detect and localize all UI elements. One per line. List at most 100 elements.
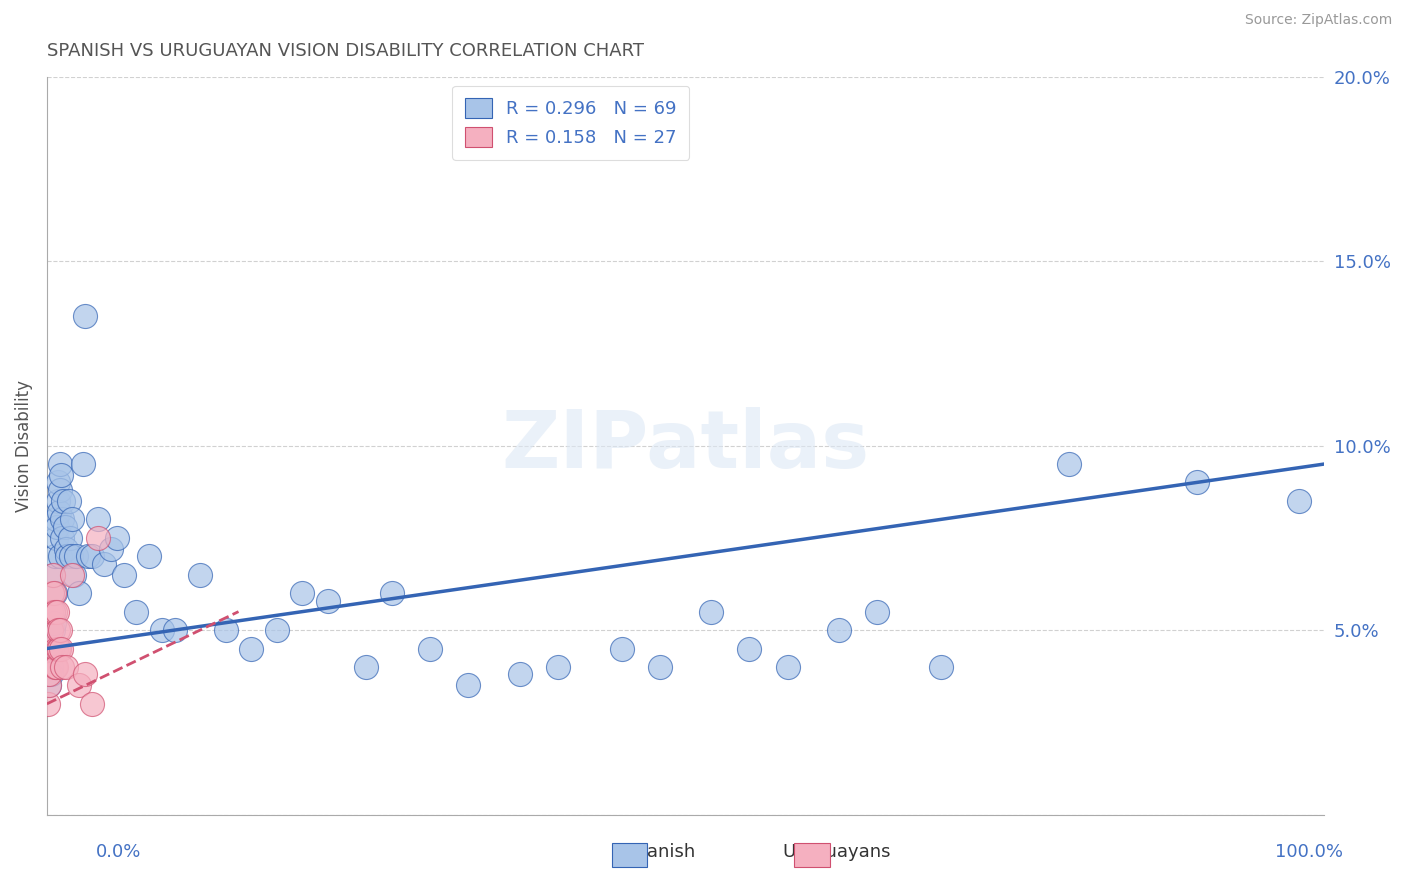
Point — [42, 615, 65, 630]
Point — [53, 520, 76, 534]
Point — [38, 667, 60, 681]
Point — [738, 641, 761, 656]
Point — [44, 605, 66, 619]
Point — [55, 541, 77, 556]
Point — [41, 667, 63, 681]
Point — [354, 660, 377, 674]
Point — [419, 641, 441, 656]
Point — [41, 586, 63, 600]
Point — [58, 494, 80, 508]
Point — [381, 586, 404, 600]
Point — [1057, 457, 1080, 471]
Text: 100.0%: 100.0% — [1275, 843, 1343, 861]
Point — [648, 660, 671, 674]
Point — [93, 557, 115, 571]
Point — [188, 567, 211, 582]
Point — [62, 512, 84, 526]
Point — [125, 605, 148, 619]
Point — [37, 697, 59, 711]
Point — [457, 678, 479, 692]
Text: Source: ZipAtlas.com: Source: ZipAtlas.com — [1244, 13, 1392, 28]
Point — [1185, 475, 1208, 490]
Text: Uruguayans: Uruguayans — [782, 843, 891, 861]
Text: SPANISH VS URUGUAYAN VISION DISABILITY CORRELATION CHART: SPANISH VS URUGUAYAN VISION DISABILITY C… — [46, 42, 644, 60]
Point — [80, 549, 103, 564]
Point — [87, 512, 110, 526]
Point — [215, 623, 238, 637]
Point — [929, 660, 952, 674]
Point — [65, 549, 87, 564]
Point — [46, 494, 69, 508]
Point — [51, 531, 73, 545]
Point — [610, 641, 633, 656]
Legend: R = 0.296   N = 69, R = 0.158   N = 27: R = 0.296 N = 69, R = 0.158 N = 27 — [451, 86, 689, 160]
Point — [39, 623, 62, 637]
Point — [45, 660, 67, 674]
Point — [42, 567, 65, 582]
Point — [42, 586, 65, 600]
Point — [51, 660, 73, 674]
Point — [59, 531, 82, 545]
Point — [75, 667, 97, 681]
Point — [291, 586, 314, 600]
Point — [67, 586, 90, 600]
Point — [55, 660, 77, 674]
Point — [62, 567, 84, 582]
Point — [41, 623, 63, 637]
Point — [80, 697, 103, 711]
Point — [62, 567, 84, 582]
Point — [48, 623, 70, 637]
Point — [48, 623, 70, 637]
Point — [100, 541, 122, 556]
Point — [547, 660, 569, 674]
Point — [48, 475, 70, 490]
Point — [60, 549, 83, 564]
Text: Spanish: Spanish — [626, 843, 696, 861]
Point — [509, 667, 531, 681]
Point — [776, 660, 799, 674]
Point — [72, 457, 94, 471]
Point — [866, 605, 889, 619]
Y-axis label: Vision Disability: Vision Disability — [15, 380, 32, 512]
Point — [87, 531, 110, 545]
Point — [240, 641, 263, 656]
Point — [46, 520, 69, 534]
Point — [42, 567, 65, 582]
Point — [41, 641, 63, 656]
Point — [46, 641, 69, 656]
Point — [48, 505, 70, 519]
Point — [56, 549, 79, 564]
Point — [48, 549, 70, 564]
Point — [75, 310, 97, 324]
Point — [76, 549, 98, 564]
Point — [44, 660, 66, 674]
Point — [828, 623, 851, 637]
Point — [44, 549, 66, 564]
Point — [42, 605, 65, 619]
Point — [112, 567, 135, 582]
Point — [39, 660, 62, 674]
Point — [1288, 494, 1310, 508]
Point — [138, 549, 160, 564]
Point — [49, 483, 72, 497]
Point — [316, 593, 339, 607]
Point — [150, 623, 173, 637]
Point — [52, 494, 75, 508]
Point — [700, 605, 723, 619]
Point — [48, 457, 70, 471]
Point — [163, 623, 186, 637]
Point — [266, 623, 288, 637]
Point — [49, 468, 72, 483]
Text: ZIPatlas: ZIPatlas — [502, 407, 870, 484]
Point — [49, 641, 72, 656]
Point — [41, 605, 63, 619]
Point — [41, 605, 63, 619]
Point — [39, 641, 62, 656]
Point — [45, 531, 67, 545]
Point — [45, 512, 67, 526]
Point — [51, 512, 73, 526]
Text: 0.0%: 0.0% — [96, 843, 141, 861]
Point — [38, 678, 60, 692]
Point — [46, 605, 69, 619]
Point — [48, 641, 70, 656]
